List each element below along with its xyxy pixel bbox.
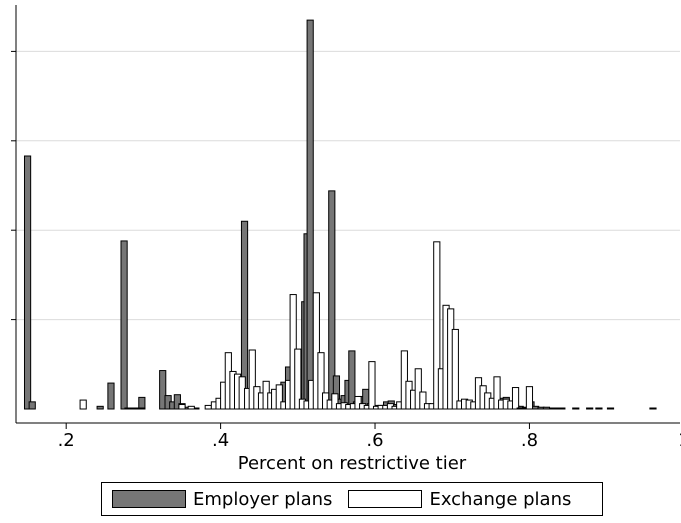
exchange-bar-2 xyxy=(138,407,146,410)
exchange-bar-58 xyxy=(451,328,459,410)
employer-bar-37 xyxy=(306,19,314,410)
legend-item-exchange: Exchange plans xyxy=(348,489,571,510)
employer-bar-89 xyxy=(558,407,566,410)
employer-bar-94 xyxy=(649,407,657,410)
exchange-bar-24 xyxy=(294,348,302,410)
exchange-swatch xyxy=(348,490,423,508)
x-axis-label: Percent on restrictive tier xyxy=(238,453,467,474)
bars xyxy=(23,19,657,410)
employer-bar-2 xyxy=(96,405,104,410)
employer-bar-47 xyxy=(348,350,356,410)
legend: Employer plans Exchange plans xyxy=(101,482,603,516)
x-tick-label-4: 1 xyxy=(678,430,681,451)
exchange-bar-37 xyxy=(354,395,362,410)
employer-bar-8 xyxy=(138,396,146,410)
employer-bar-12 xyxy=(173,394,181,410)
exchange-bar-5 xyxy=(204,404,212,410)
employer-bar-1 xyxy=(28,401,36,410)
employer-bar-3 xyxy=(107,382,115,410)
x-tick-label-3: .8 xyxy=(521,430,538,451)
exchange-bar-71 xyxy=(511,387,520,410)
exchange-bar-29 xyxy=(317,352,325,410)
employer-swatch xyxy=(112,490,186,508)
employer-bar-93 xyxy=(606,407,615,410)
exchange-bar-67 xyxy=(493,376,501,410)
gridlines xyxy=(16,50,680,321)
employer-bar-91 xyxy=(586,407,594,410)
exchange-bar-51 xyxy=(419,391,427,410)
exchange-bar-14 xyxy=(248,349,256,410)
employer-bar-4 xyxy=(120,240,128,410)
exchange-bar-0 xyxy=(79,399,87,410)
exchange-bar-50 xyxy=(414,368,422,410)
exchange-bar-47 xyxy=(400,350,408,410)
employer-bar-0 xyxy=(23,155,32,410)
x-tick-label-1: .4 xyxy=(212,430,229,451)
exchange-bar-3 xyxy=(178,404,186,410)
x-tick-label-2: .6 xyxy=(366,430,383,451)
exchange-bar-40 xyxy=(368,361,376,410)
exchange-bar-20 xyxy=(275,384,283,410)
employer-bar-9 xyxy=(159,370,167,410)
exchange-bar-4 xyxy=(187,405,195,410)
exchange-bars xyxy=(79,241,534,410)
exchange-bar-74 xyxy=(525,386,534,410)
legend-label-employer: Employer plans xyxy=(193,488,333,510)
legend-label-exchange: Exchange plans xyxy=(429,488,572,510)
legend-item-employer: Employer plans xyxy=(112,489,332,510)
exchange-bar-32 xyxy=(331,393,339,410)
employer-bar-90 xyxy=(572,407,580,410)
employer-bar-92 xyxy=(595,407,603,410)
x-tick-label-0: .2 xyxy=(58,430,75,451)
exchange-bar-28 xyxy=(312,292,320,410)
axes: .2 .4 .6 .8 1 xyxy=(11,5,681,451)
employer-bar-86 xyxy=(542,406,551,410)
employer-bars xyxy=(23,19,657,410)
exchange-bar-54 xyxy=(433,241,441,410)
